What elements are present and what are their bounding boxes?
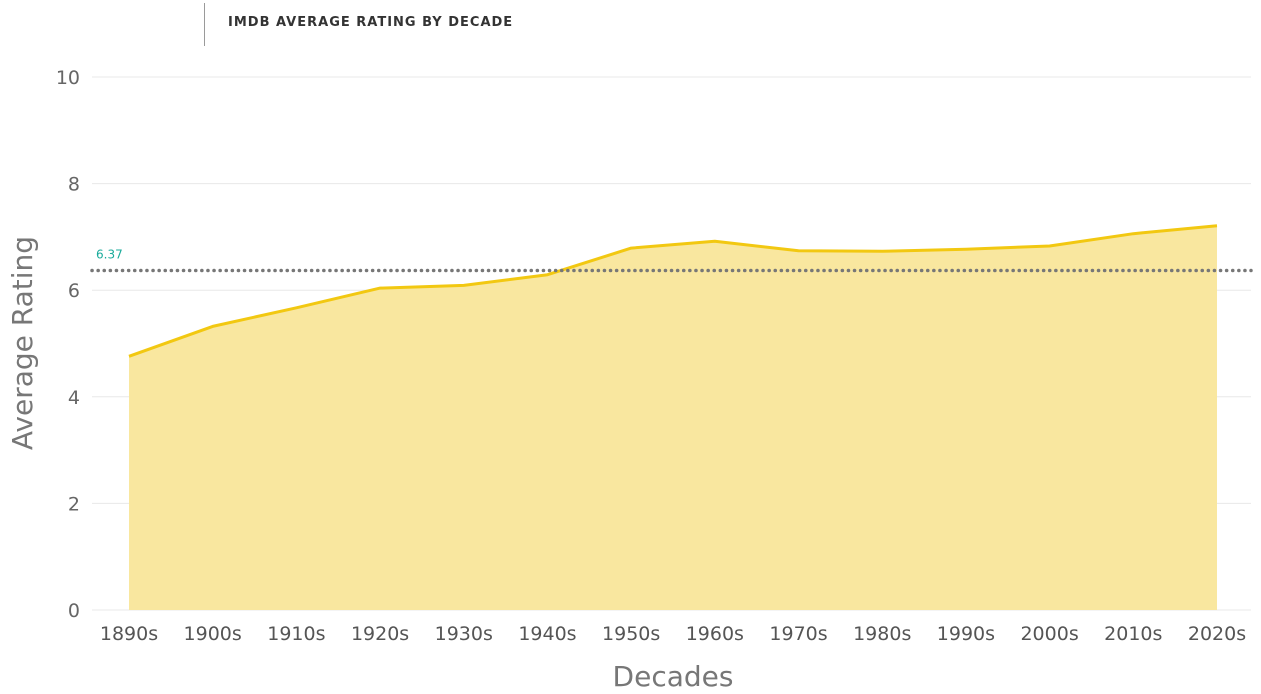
y-tick-label: 0 (68, 600, 80, 622)
average-reference-label: 6.37 (96, 247, 123, 261)
x-axis-ticks: 1890s 1900s 1910s 1920s 1930s 1940s 1950s 1960s… (100, 623, 1246, 645)
x-tick-label: 2010s (1104, 623, 1162, 645)
y-tick-label: 2 (68, 493, 80, 515)
y-axis-ticks: 0 2 4 6 8 10 (56, 67, 80, 622)
x-tick-label: 2020s (1188, 623, 1246, 645)
y-tick-label: 4 (68, 387, 80, 409)
x-tick-label: 1970s (769, 623, 827, 645)
y-tick-label: 10 (56, 67, 80, 89)
x-tick-label: 1890s (100, 623, 158, 645)
x-tick-label: 1990s (937, 623, 995, 645)
x-tick-label: 1980s (853, 623, 911, 645)
y-tick-label: 8 (68, 174, 80, 196)
area-fill (129, 225, 1217, 610)
x-tick-label: 2000s (1020, 623, 1078, 645)
x-tick-label: 1960s (686, 623, 744, 645)
chart-title: IMDB AVERAGE RATING BY DECADE (228, 15, 513, 30)
x-tick-label: 1940s (518, 623, 576, 645)
x-tick-label: 1930s (435, 623, 493, 645)
area-series (128, 224, 1218, 610)
y-tick-label: 6 (68, 280, 80, 302)
x-tick-label: 1910s (267, 623, 325, 645)
x-tick-label: 1950s (602, 623, 660, 645)
x-axis-title: Decades (613, 660, 734, 693)
series-line (128, 224, 1218, 358)
x-tick-label: 1920s (351, 623, 409, 645)
y-axis-title: Average Rating (6, 236, 39, 450)
x-tick-label: 1900s (184, 623, 242, 645)
